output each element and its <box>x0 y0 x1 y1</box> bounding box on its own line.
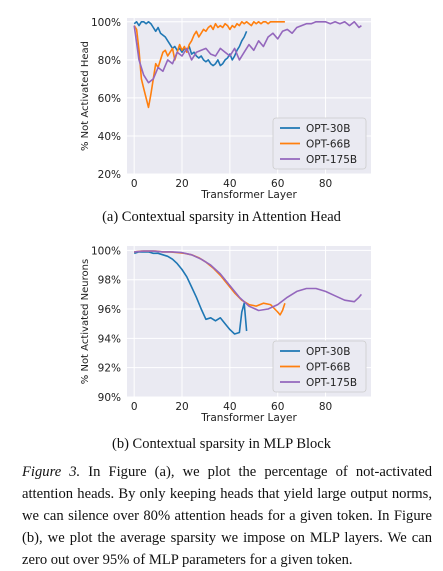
series-line-opt-175b <box>133 20 362 84</box>
y-tick-label: 100% <box>91 245 121 257</box>
subcaption-b: (b) Contextual sparsity in MLP Block <box>112 436 331 452</box>
x-tick-label: 20 <box>175 401 188 413</box>
y-tick-label: 100% <box>91 17 121 29</box>
series-line-opt-30b <box>133 251 248 335</box>
legend-label: OPT-66B <box>306 362 350 374</box>
y-tick-label: 92% <box>98 363 121 375</box>
x-tick-label: 40 <box>223 178 236 190</box>
x-tick-label: 0 <box>131 178 138 190</box>
caption-label: Figure 3. <box>22 464 81 480</box>
x-axis-label: Transformer Layer <box>200 412 297 424</box>
legend-box <box>272 117 367 170</box>
legend-label: OPT-175B <box>306 377 357 389</box>
series-line-opt-30b <box>133 20 248 67</box>
y-axis-label: % Not Activated Neurons <box>80 259 91 384</box>
y-tick-label: 60% <box>98 93 121 105</box>
figure-caption: Figure 3. In Figure (a), we plot the per… <box>22 461 432 571</box>
subcaption-a: (a) Contextual sparsity in Attention Hea… <box>102 209 341 225</box>
y-tick-label: 98% <box>98 275 121 287</box>
x-tick-label: 20 <box>175 178 188 190</box>
x-tick-label: 60 <box>271 401 284 413</box>
figure-canvas: 20% 40% 60% 80% 100% 0 20 40 60 80 Transformer Lay… <box>80 17 371 424</box>
y-tick-label: 40% <box>98 131 121 143</box>
x-tick-label: 40 <box>223 401 236 413</box>
chart-panel-a: 20% 40% 60% 80% 100% 0 20 40 60 80 Transformer Lay… <box>80 17 371 201</box>
chart-panel-b: 90% 92% 94% 96% 98% 100% 0 20 40 60 80 Transformer … <box>80 245 371 424</box>
y-axis-label: % Not Activated Head <box>80 41 91 151</box>
x-tick-label: 80 <box>319 178 332 190</box>
legend-label: OPT-30B <box>306 123 350 135</box>
x-tick-label: 80 <box>319 401 332 413</box>
y-tick-label: 94% <box>98 333 121 345</box>
x-tick-label: 60 <box>271 178 284 190</box>
y-tick-label: 96% <box>98 304 121 316</box>
legend-label: OPT-66B <box>306 139 350 151</box>
caption-text: In Figure (a), we plot the percentage of… <box>22 464 432 568</box>
legend-label: OPT-175B <box>306 154 357 166</box>
legend: OPT-30B OPT-66B OPT-175B <box>272 117 367 170</box>
series-line-opt-66b <box>133 20 285 109</box>
x-tick-label: 0 <box>131 401 138 413</box>
legend: OPT-30B OPT-66B OPT-175B <box>272 340 367 393</box>
x-axis-label: Transformer Layer <box>200 189 297 201</box>
legend-label: OPT-30B <box>306 346 350 358</box>
y-tick-label: 80% <box>98 55 121 67</box>
legend-box <box>272 340 367 393</box>
y-tick-label: 20% <box>98 169 121 181</box>
y-tick-label: 90% <box>98 392 121 404</box>
series-line-opt-175b <box>134 250 363 312</box>
